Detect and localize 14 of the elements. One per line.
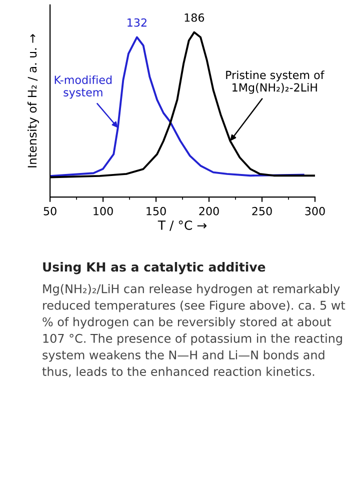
x-tick-label: 200	[199, 206, 219, 216]
annotation: K-modified system	[54, 75, 112, 99]
annotation: Pristine system of 1Mg(NH₂)₂-2LiH	[226, 70, 324, 94]
y-axis-title: Intensity of H₂ / a. u. →	[28, 34, 39, 168]
annotation: 132	[128, 18, 146, 27]
text: Using KH as a catalytic additive	[43, 262, 266, 274]
annotation: 186	[184, 13, 204, 22]
x-axis-title: T / °C →	[158, 220, 207, 231]
x-tick-label: 100	[94, 206, 113, 216]
text: Mg(NH₂)₂/LiH can release hydrogen at remarkably reduced temperatures (see Figure above). ca. 5 wt % of hydrogen can be reversibly stored at about 107 °C. The presence of potassium in the reacting system weakens the N—H and Li—N bonds and thus, leads to the enhanced reaction kinetics.	[42, 284, 346, 378]
x-tick-label: 50	[44, 206, 56, 216]
x-tick-label: 250	[252, 206, 272, 216]
x-tick-label: 150	[146, 206, 166, 216]
x-tick-label: 300	[305, 206, 325, 216]
